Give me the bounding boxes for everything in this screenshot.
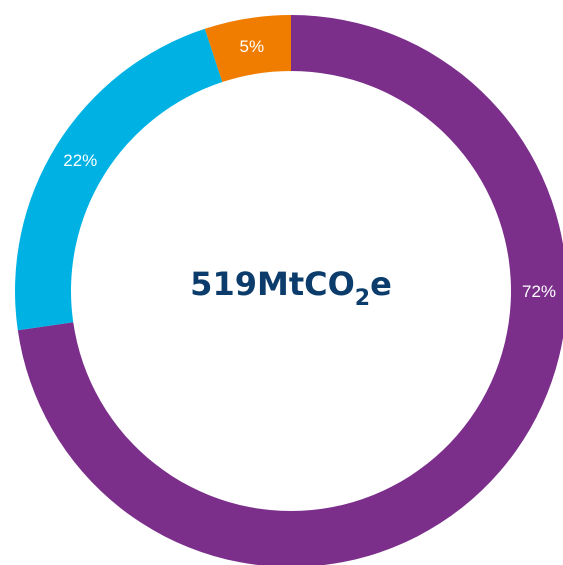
slice-labels: 72% 22% 5% <box>63 37 556 301</box>
donut-slice-1 <box>15 28 223 331</box>
slice-label-2: 5% <box>240 37 265 56</box>
slice-label-0: 72% <box>522 282 556 301</box>
donut-slice-2 <box>204 15 291 82</box>
center-total-label: 519MtCO2e <box>190 265 392 311</box>
donut-slices <box>15 15 563 565</box>
center-total-unit-suffix: e <box>370 265 392 303</box>
slice-label-1: 22% <box>63 151 97 170</box>
center-total-value: 519 <box>190 265 257 303</box>
center-total-unit-subscript: 2 <box>355 286 370 311</box>
center-total-unit: MtCO <box>257 265 355 303</box>
